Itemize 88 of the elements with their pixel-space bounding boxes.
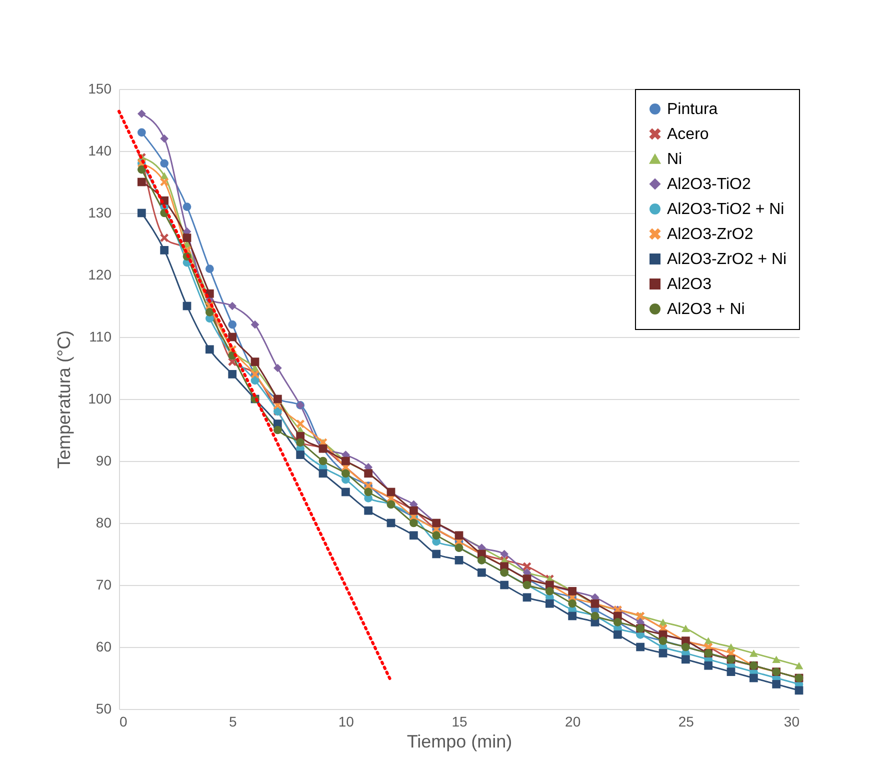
point: [613, 630, 622, 639]
point: [341, 488, 350, 496]
y-tick-label: 140: [88, 142, 112, 158]
point: [296, 420, 305, 428]
point: [250, 376, 260, 385]
point: [160, 178, 169, 186]
y-tick-label: 120: [88, 266, 112, 282]
point: [386, 518, 396, 528]
point: [137, 178, 146, 186]
point: [568, 599, 577, 608]
point: [250, 358, 260, 366]
point: [137, 128, 146, 137]
point: [500, 580, 509, 590]
point: [205, 264, 214, 273]
point: [182, 202, 192, 211]
x-tick-label: 30: [784, 714, 800, 730]
point: [273, 426, 282, 434]
x-tick-label: 20: [565, 714, 581, 730]
legend-label: Al2O3-ZrO2 + Ni: [667, 251, 787, 268]
legend-label: Al2O3 + Ni: [667, 301, 745, 318]
y-tick-label: 50: [96, 700, 112, 716]
y-tick-label: 90: [96, 452, 112, 468]
y-tick-label: 110: [89, 328, 112, 344]
x-axis-title: Tiempo (min): [406, 732, 512, 752]
point: [681, 624, 690, 632]
point: [432, 531, 441, 540]
x-tick-label: 10: [338, 714, 354, 730]
point: [772, 656, 781, 664]
point: [726, 668, 736, 676]
legend-label: Al2O3-TiO2: [667, 176, 751, 193]
x-tick-label: 15: [452, 714, 468, 730]
point: [500, 550, 509, 558]
point: [182, 302, 192, 310]
point: [749, 650, 758, 657]
point: [794, 686, 804, 695]
y-tick-label: 80: [96, 514, 112, 530]
point: [137, 110, 146, 118]
y-axis-title: Temperatura (°C): [54, 330, 74, 469]
point: [477, 568, 486, 577]
point: [228, 302, 237, 310]
point: [250, 320, 260, 329]
point: [681, 655, 690, 664]
point: [160, 234, 169, 242]
point: [364, 488, 373, 496]
y-tick-label: 100: [88, 390, 112, 406]
point: [658, 649, 668, 658]
point: [318, 469, 328, 478]
point: [568, 612, 577, 620]
point: [273, 364, 282, 372]
y-tick-label: 70: [96, 576, 112, 592]
point: [137, 165, 146, 174]
point: [636, 642, 645, 652]
point: [364, 506, 373, 515]
point: [545, 599, 554, 608]
point: [749, 674, 758, 682]
point: [522, 562, 532, 571]
point: [794, 662, 804, 670]
point: [137, 208, 146, 218]
point: [160, 159, 169, 168]
point: [182, 234, 192, 242]
point: [296, 450, 305, 459]
point: [772, 680, 781, 688]
y-tick-label: 130: [88, 204, 112, 220]
point: [522, 593, 532, 602]
legend-label: Acero: [667, 126, 709, 143]
point: [228, 332, 237, 342]
point: [160, 246, 169, 254]
x-tick-label: 25: [678, 714, 694, 730]
point: [409, 531, 418, 540]
x-tick-label: 0: [120, 714, 128, 730]
point: [205, 308, 214, 316]
y-tick-label: 60: [96, 638, 112, 654]
point: [454, 556, 464, 564]
legend-label: Ni: [667, 151, 682, 168]
y-tick-label: 150: [88, 80, 112, 96]
legend-label: Al2O3-ZrO2: [667, 226, 754, 243]
legend-label: Al2O3: [667, 276, 712, 293]
point: [704, 661, 713, 670]
x-tick-label: 5: [228, 714, 237, 730]
point: [205, 345, 214, 354]
point: [228, 370, 237, 378]
point: [432, 550, 441, 558]
point: [318, 456, 328, 466]
legend-label: Al2O3-TiO2 + Ni: [667, 201, 784, 218]
point: [228, 320, 237, 329]
point: [160, 134, 169, 143]
legend-label: Pintura: [667, 101, 718, 118]
point: [409, 518, 418, 528]
